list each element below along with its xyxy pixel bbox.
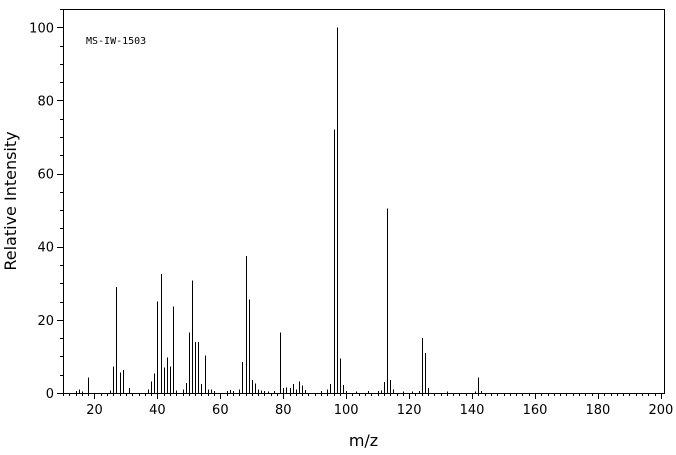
x-axis: 20 40 60 80 100 120 140 160 180 200 (63, 393, 673, 418)
y-tick-label: 40 (37, 241, 54, 256)
plot-frame (63, 9, 665, 394)
x-tick-label: 120 (397, 403, 422, 418)
x-tick-label: 40 (149, 403, 166, 418)
x-tick-label: 140 (460, 403, 485, 418)
x-axis-title: m/z (349, 431, 378, 450)
x-tick-label: 160 (523, 403, 548, 418)
y-axis-title: Relative Intensity (1, 131, 20, 270)
y-tick-label: 20 (37, 314, 54, 329)
x-tick-label: 60 (212, 403, 229, 418)
y-tick-label: 80 (37, 94, 54, 109)
x-tick-label: 180 (586, 403, 611, 418)
spectrum-id-annotation: MS-IW-1503 (86, 36, 146, 47)
y-axis: 0 20 40 60 80 100 (29, 9, 63, 402)
plot-area (63, 9, 665, 394)
x-tick-label: 100 (334, 403, 359, 418)
y-tick-label: 0 (46, 387, 54, 402)
x-tick-label: 80 (275, 403, 292, 418)
y-tick-label: 60 (37, 168, 54, 183)
y-tick-label: 100 (29, 21, 54, 36)
x-tick-label: 200 (648, 403, 673, 418)
x-tick-label: 20 (86, 403, 103, 418)
spectrum-bars (76, 27, 482, 393)
